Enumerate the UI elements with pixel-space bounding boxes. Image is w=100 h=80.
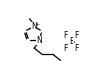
Text: F: F xyxy=(74,44,78,53)
Text: +: + xyxy=(34,22,40,27)
Text: N: N xyxy=(31,22,37,31)
Text: -: - xyxy=(73,38,75,43)
Text: B: B xyxy=(69,37,74,46)
Text: F: F xyxy=(63,31,67,40)
Text: N: N xyxy=(36,36,42,45)
Text: F: F xyxy=(74,31,78,40)
Text: F: F xyxy=(63,44,67,53)
